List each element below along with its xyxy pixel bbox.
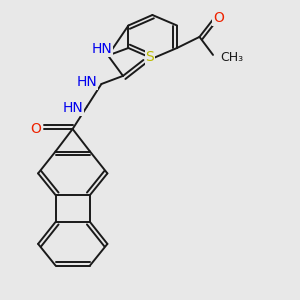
Text: O: O [213,11,224,25]
Text: HN: HN [92,42,112,56]
Text: HN: HN [62,101,83,115]
Text: HN: HN [76,76,98,89]
Text: O: O [31,122,41,136]
Text: CH₃: CH₃ [220,51,244,64]
Text: S: S [146,50,154,64]
